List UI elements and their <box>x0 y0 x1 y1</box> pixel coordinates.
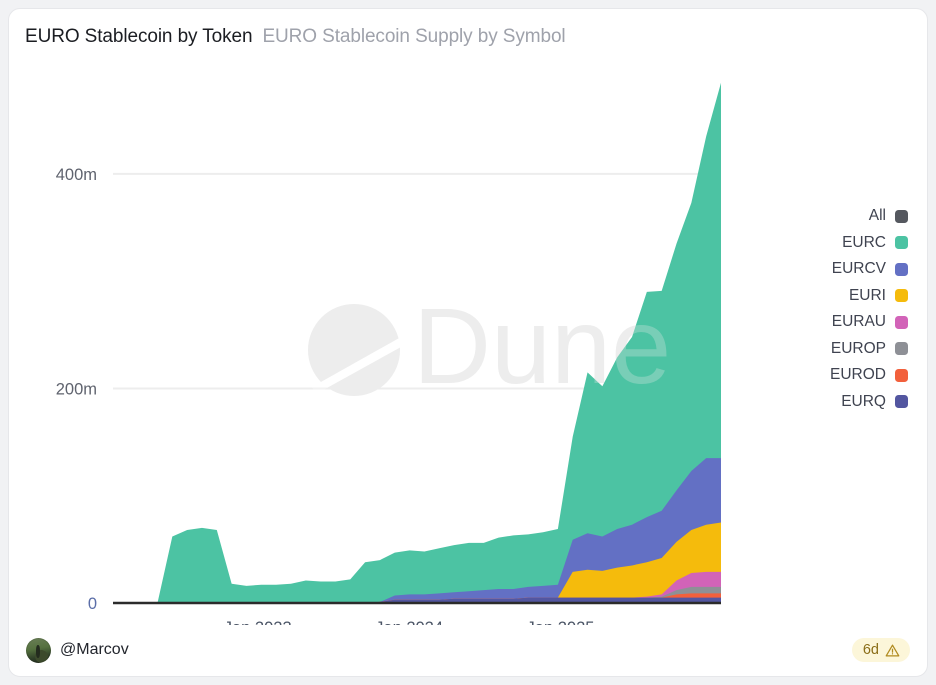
x-axis-tick-label: Jan 2023 <box>224 619 292 625</box>
legend-item-eurau[interactable]: EURAU <box>832 313 908 331</box>
legend-swatch-icon <box>895 236 908 249</box>
area-series-euri[interactable] <box>113 522 721 603</box>
y-axis-tick-label: 0 <box>88 595 97 613</box>
area-series-group[interactable] <box>113 82 721 603</box>
chart-header: EURO Stablecoin by Token EURO Stablecoin… <box>9 9 927 65</box>
chart-legend[interactable]: All EURC EURCV EURI EURAU EUROP EUROD EURQ <box>796 207 908 411</box>
legend-label: EURCV <box>831 260 886 277</box>
area-series-eurc[interactable] <box>113 82 721 603</box>
legend-item-europ[interactable]: EUROP <box>831 340 908 358</box>
legend-item-eurod[interactable]: EUROD <box>830 366 908 384</box>
watermark-text: Dune <box>413 285 671 406</box>
legend-swatch-icon <box>895 395 908 408</box>
x-axis-tick-label: Jan 2025 <box>527 619 595 625</box>
legend-item-euri[interactable]: EURI <box>849 287 908 305</box>
y-axis-tick-label: 400m <box>56 166 97 184</box>
author-link[interactable]: @Marcov <box>26 637 129 663</box>
chart-plot-area[interactable]: Dune0200m400mDuneJan 2023Jan 2024Jan 202… <box>9 65 928 625</box>
chart-subtitle: EURO Stablecoin Supply by Symbol <box>262 26 566 47</box>
legend-label: EUROD <box>830 366 886 383</box>
user-avatar <box>26 637 51 663</box>
chart-card: EURO Stablecoin by Token EURO Stablecoin… <box>8 8 928 677</box>
x-axis-labels: Jan 2023 Jan 2024 Jan 2025 <box>224 619 595 625</box>
freshness-text: 6d <box>862 642 879 658</box>
warning-triangle-icon <box>885 644 900 656</box>
legend-swatch-icon <box>895 368 908 382</box>
legend-label: EURI <box>848 286 886 304</box>
stacked-area-chart[interactable]: Dune0200m400mDuneJan 2023Jan 2024Jan 202… <box>9 65 928 625</box>
area-series-eurq[interactable] <box>113 597 721 603</box>
x-axis-tick-label: Jan 2024 <box>375 619 443 625</box>
freshness-badge[interactable]: 6d <box>851 638 910 662</box>
legend-label: EURAU <box>831 313 886 330</box>
author-name: @Marcov <box>60 641 129 658</box>
legend-item-eurq[interactable]: EURQ <box>841 393 908 411</box>
legend-swatch-icon <box>895 342 908 355</box>
legend-item-eurc[interactable]: EURC <box>842 234 908 252</box>
legend-swatch-icon <box>895 289 908 302</box>
legend-item-eurcv[interactable]: EURCV <box>832 260 908 278</box>
chart-footer: @Marcov 6d <box>9 624 927 676</box>
legend-label: EURC <box>842 233 886 251</box>
dune-watermark-overlay: Dune <box>308 285 671 406</box>
legend-swatch-icon <box>895 262 908 276</box>
legend-label: EUROP <box>830 339 886 357</box>
legend-item-all[interactable]: All <box>869 207 908 225</box>
legend-label: All <box>868 207 886 224</box>
chart-title: EURO Stablecoin by Token <box>25 26 253 47</box>
legend-swatch-icon <box>895 315 908 329</box>
legend-label: EURQ <box>841 392 886 410</box>
y-axis-tick-label: 200m <box>56 380 97 398</box>
area-series-eurcv[interactable] <box>113 458 721 603</box>
legend-swatch-icon <box>895 209 908 223</box>
